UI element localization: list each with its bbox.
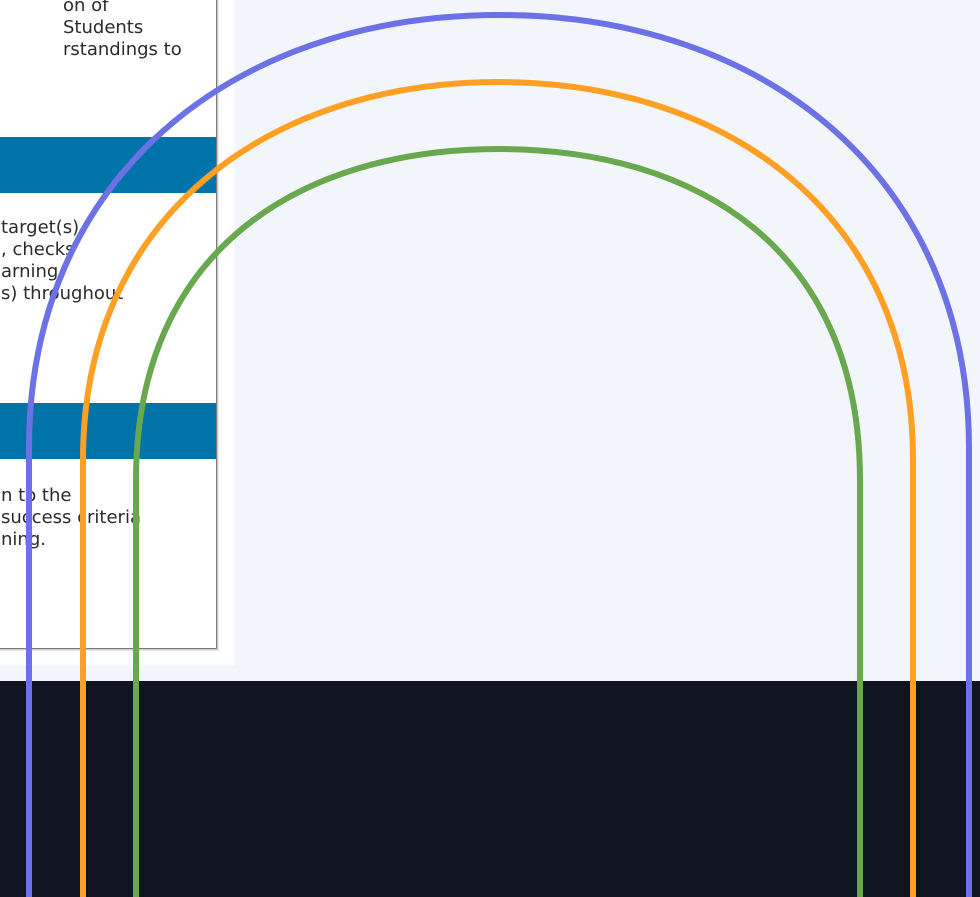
- text-line: target(s): [1, 217, 80, 238]
- text-block-2: target(s) , checks arning s) throughout: [1, 217, 123, 305]
- section-header-band: [0, 403, 216, 459]
- text-line: , checks: [1, 239, 75, 260]
- document-excerpt: on of Students rstandings to target(s) ,…: [0, 0, 234, 665]
- document-card: on of Students rstandings to target(s) ,…: [0, 0, 217, 649]
- text-line: on of: [63, 0, 109, 16]
- text-block-3: n to the success criteria ning.: [1, 485, 141, 551]
- text-line: rstandings to: [63, 39, 182, 60]
- text-line: ning.: [1, 529, 46, 550]
- text-line: arning: [1, 261, 59, 282]
- text-line: s) throughout: [1, 283, 124, 304]
- text-block-1: on of Students rstandings to: [63, 0, 182, 61]
- text-line: success criteria: [1, 507, 141, 528]
- footer-band: [0, 681, 980, 897]
- text-line: n to the: [1, 485, 72, 506]
- section-header-band: [0, 137, 216, 193]
- text-line: Students: [63, 17, 144, 38]
